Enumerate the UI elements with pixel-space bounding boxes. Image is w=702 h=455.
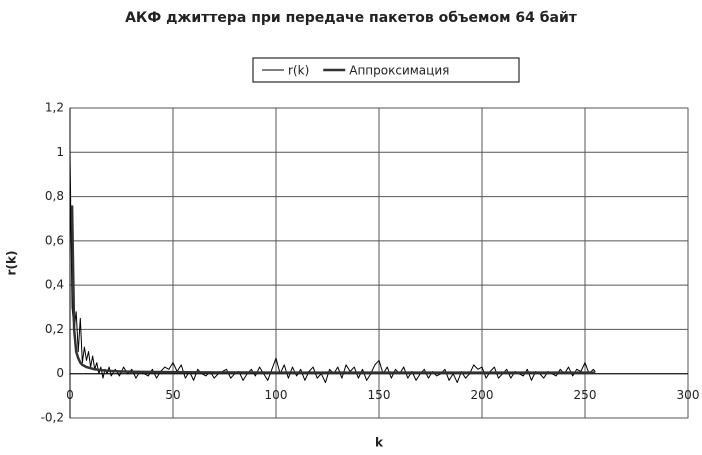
x-tick-label: 150 [368,388,391,402]
y-tick-label: 0,4 [45,278,64,292]
chart-title: АКФ джиттера при передаче пакетов объемо… [125,10,578,26]
series-line [70,205,596,374]
legend-box [252,57,520,83]
x-tick-label: 100 [265,388,288,402]
y-tick-label: 1,2 [45,101,64,115]
x-tick-label: 300 [677,388,700,402]
x-tick-label: 250 [574,388,597,402]
x-tick-label: 50 [165,388,180,402]
x-tick-label: 200 [471,388,494,402]
y-tick-label: -0,2 [41,411,64,425]
y-tick-label: 0,6 [45,233,64,247]
legend-label: r(k) [288,64,309,78]
legend-label: Аппроксимация [349,64,449,78]
y-tick-label: 0,8 [45,189,64,203]
x-axis-label: k [375,436,384,450]
y-axis-label: r(k) [5,251,19,276]
y-tick-label: 1 [56,145,64,159]
y-tick-label: 0 [56,366,64,380]
y-tick-label: 0,2 [45,322,64,336]
